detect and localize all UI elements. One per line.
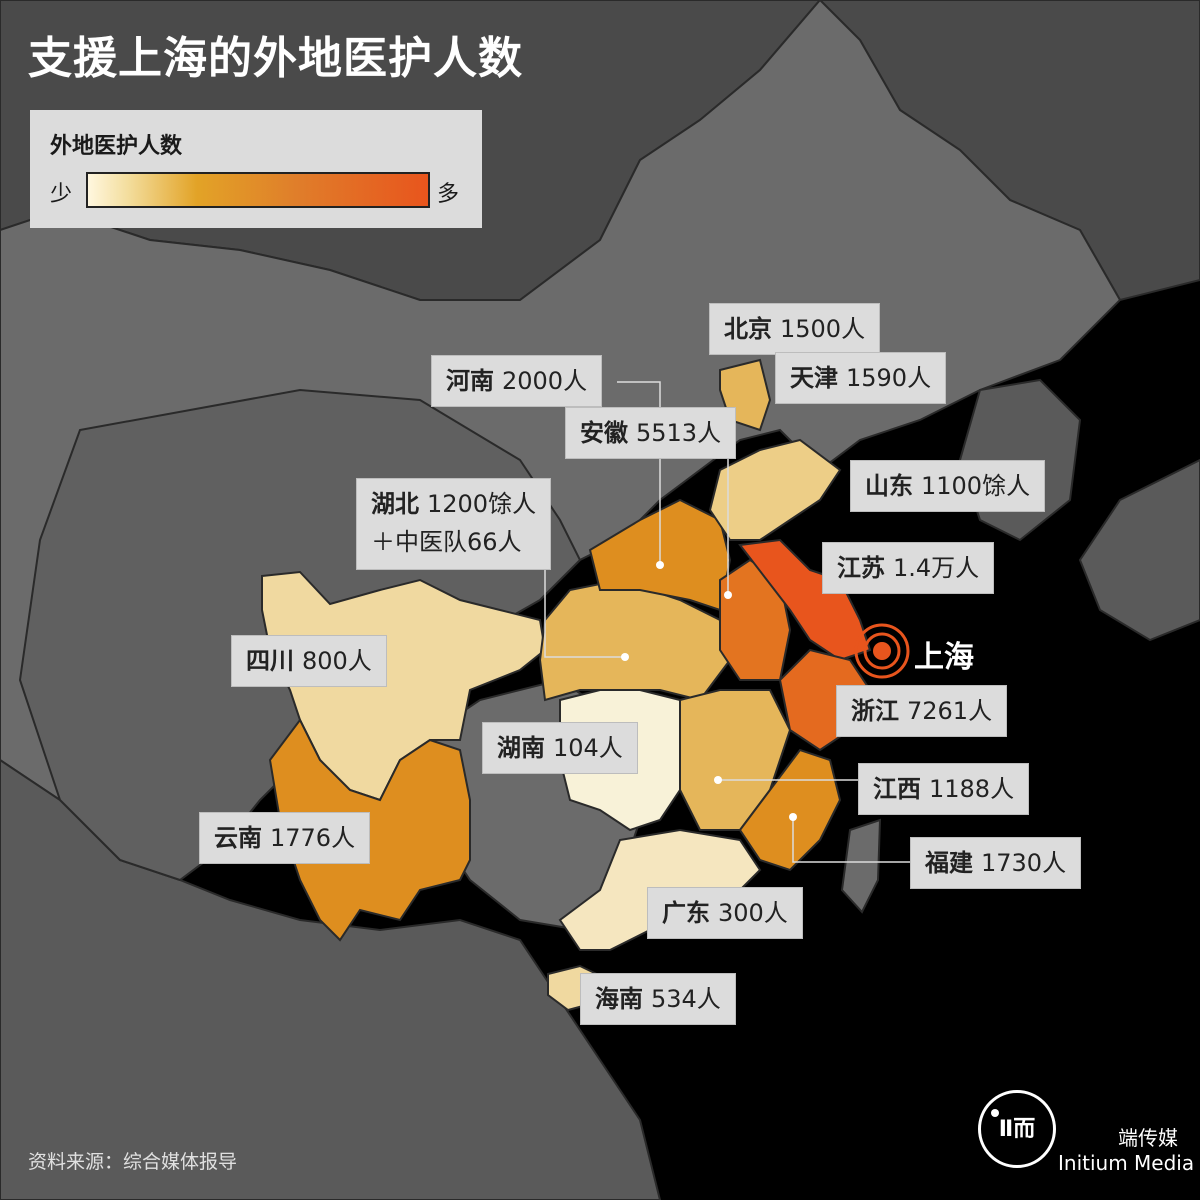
shanghai-marker [854, 623, 910, 679]
shanghai-label: 上海 [914, 640, 974, 675]
province-sichuan [261, 570, 547, 802]
dot-anhui [724, 591, 732, 599]
label-name: 江西 [873, 775, 921, 803]
label-name: 福建 [925, 849, 973, 877]
label-value: 1188人 [929, 775, 1015, 803]
label-hunan: 湖南 104人 [482, 722, 638, 774]
label-value: 800人 [302, 647, 372, 675]
label-yunnan: 云南 1776人 [199, 812, 371, 864]
brand-name-cn: 端传媒 [1118, 1126, 1178, 1150]
label-zhejiang: 浙江 7261人 [836, 685, 1008, 737]
label-name: 北京 [724, 315, 772, 343]
label-value: 300人 [718, 899, 788, 927]
label-value: 1.4万人 [893, 554, 980, 582]
label-name: 广东 [662, 899, 710, 927]
province-jiangsu [738, 538, 872, 662]
legend: 外地医护人数 少 多 [30, 110, 482, 228]
label-name: 天津 [790, 364, 838, 392]
label-shandong: 山东 1100馀人 [850, 460, 1046, 512]
label-name: 河南 [446, 367, 494, 395]
label-guangdong: 广东 300人 [647, 887, 803, 939]
label-value: 1730人 [981, 849, 1067, 877]
legend-high-label: 多 [437, 182, 460, 207]
label-hainan: 海南 534人 [580, 973, 736, 1025]
label-beijing: 北京 1500人 [709, 303, 881, 355]
label-anhui: 安徽 5513人 [565, 407, 737, 459]
label-henan: 河南 2000人 [431, 355, 603, 407]
marker-dot [873, 642, 891, 660]
leader-dots [621, 561, 797, 821]
label-value: 1590人 [846, 364, 932, 392]
label-name: 江苏 [837, 554, 885, 582]
dot-hubei [621, 653, 629, 661]
label-name: 安徽 [580, 419, 628, 447]
logo-text: Ⅱ而 [998, 1117, 1036, 1142]
marker-ring-inner [863, 632, 901, 670]
label-sichuan: 四川 800人 [231, 635, 387, 687]
source-note: 资料来源：综合媒体报导 [28, 1151, 238, 1173]
legend-title: 外地医护人数 [50, 134, 183, 159]
land-japan [1078, 458, 1200, 642]
label-value: 2000人 [502, 367, 588, 395]
label-hubei: 湖北 1200馀人 ＋中医队66人 [356, 478, 552, 570]
initium-logo-icon: Ⅱ而 [978, 1090, 1056, 1168]
label-jiangsu: 江苏 1.4万人 [822, 542, 995, 594]
label-tianjin: 天津 1590人 [775, 352, 947, 404]
label-fujian: 福建 1730人 [910, 837, 1082, 889]
label-name: 云南 [214, 824, 262, 852]
dot-fujian [789, 813, 797, 821]
label-name: 四川 [246, 647, 294, 675]
page-title: 支援上海的外地医护人数 [28, 33, 523, 84]
label-value-extra: ＋中医队66人 [371, 528, 522, 556]
label-value: 7261人 [907, 697, 993, 725]
province-shandong [708, 438, 842, 541]
label-value: 1776人 [270, 824, 356, 852]
label-name: 湖南 [497, 734, 545, 762]
label-value: 104人 [553, 734, 623, 762]
label-name: 山东 [865, 472, 913, 500]
label-value: 1200馀人 [427, 490, 537, 518]
leader-fujian [792, 817, 910, 863]
leader-henan [617, 381, 661, 565]
brand-name-en: Initium Media [1058, 1151, 1195, 1175]
label-jiangxi: 江西 1188人 [858, 763, 1030, 815]
logo-dot [991, 1109, 999, 1117]
label-value: 1100馀人 [921, 472, 1031, 500]
legend-gradient-bar [86, 172, 430, 208]
label-value: 5513人 [636, 419, 722, 447]
label-name: 海南 [595, 985, 643, 1013]
label-name: 浙江 [851, 697, 899, 725]
label-value: 534人 [651, 985, 721, 1013]
land-taiwan [840, 818, 882, 914]
label-name: 湖北 [371, 490, 419, 518]
leader-lines [544, 381, 910, 863]
leader-hubei [544, 570, 625, 658]
marker-ring-outer [854, 623, 910, 679]
dot-henan [656, 561, 664, 569]
legend-low-label: 少 [50, 182, 73, 207]
dot-jiangxi [714, 776, 722, 784]
label-value: 1500人 [780, 315, 866, 343]
